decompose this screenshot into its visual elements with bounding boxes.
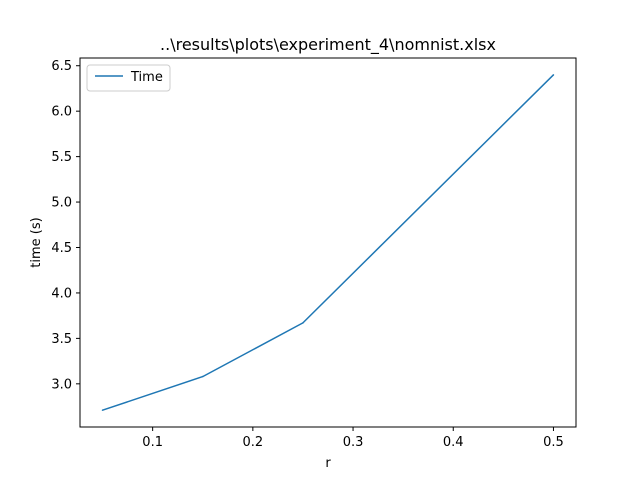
plot-area [79, 57, 577, 428]
chart-title: ..\results\plots\experiment_4\nomnist.xl… [160, 35, 496, 55]
data-point [201, 375, 204, 378]
y-axis-ticks: 3.0 3.5 4.0 4.5 5.0 5.5 6.0 6.5 [51, 59, 80, 392]
y-tick-label: 6.5 [51, 59, 72, 74]
plot-frame [79, 57, 577, 428]
y-axis-label: time (s) [29, 217, 44, 267]
y-tick-label: 6.0 [51, 105, 72, 120]
y-tick-label: 4.5 [51, 241, 72, 256]
x-axis-label: r [325, 456, 331, 471]
x-tick-label: 0.3 [343, 435, 364, 450]
series-line-time [102, 74, 555, 411]
data-point [302, 322, 304, 324]
x-tick-label: 0.2 [243, 435, 264, 450]
x-tick-label: 0.4 [443, 435, 464, 450]
y-tick-label: 3.5 [51, 332, 72, 347]
data-point [101, 409, 104, 411]
x-tick-label: 0.5 [543, 435, 564, 450]
y-tick-label: 3.0 [51, 377, 72, 392]
y-tick-label: 5.0 [51, 196, 72, 211]
y-tick-label: 4.0 [51, 286, 72, 301]
x-axis-ticks: 0.1 0.2 0.3 0.4 0.5 [142, 427, 564, 450]
x-tick-label: 0.1 [142, 435, 163, 450]
legend: Time [86, 64, 171, 92]
legend-box [86, 64, 171, 92]
y-tick-label: 5.5 [51, 150, 72, 165]
data-point [552, 74, 555, 76]
legend-label-time: Time [130, 70, 163, 85]
series-layer [101, 74, 555, 411]
